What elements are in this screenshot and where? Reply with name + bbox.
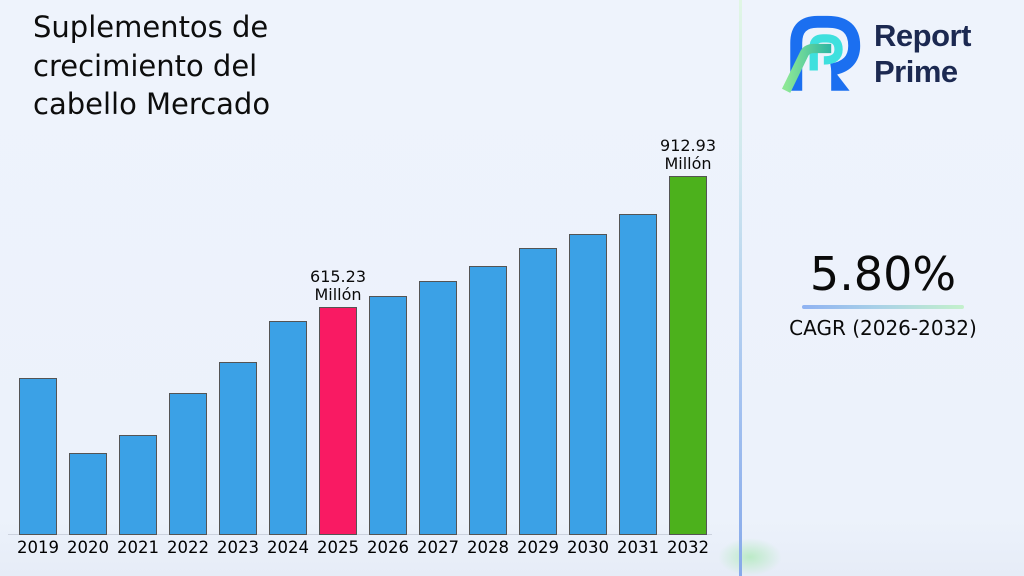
x-axis-labels: 2019 2020 2021 2022 2023 2024 2025 2026 2027 2028… [0, 538, 713, 557]
x-axis-label-2029: 2029 [517, 538, 559, 557]
x-axis-label-2019: 2019 [17, 538, 59, 557]
bar-cell-2021 [113, 435, 163, 535]
bar-2031 [619, 214, 657, 535]
cagr-value: 5.80% [809, 247, 957, 301]
bar-2021 [119, 435, 157, 535]
logo-text: Report Prime [874, 18, 971, 91]
x-axis-label-2020: 2020 [67, 538, 109, 557]
report-prime-logo-icon [776, 8, 868, 100]
bar-cell-2020 [63, 453, 113, 535]
cagr-underline-decoration [802, 305, 964, 310]
bar-chart: 615.23 Millón 912.93 Millón [13, 135, 716, 535]
bar-cell-2025: 615.23 Millón [310, 266, 366, 535]
bar-cell-2019 [13, 378, 63, 535]
x-axis-label-2028: 2028 [467, 538, 509, 557]
page-title: Suplementos de crecimiento del cabello M… [33, 10, 271, 122]
logo-text-line1: Report [874, 17, 971, 53]
x-axis-label-2022: 2022 [167, 538, 209, 557]
bar-2022 [169, 393, 207, 535]
bar-cell-2028 [463, 266, 513, 535]
bar-value-label-2032: 912.93 Millón [660, 135, 716, 173]
x-axis-baseline [8, 534, 712, 535]
bar-cell-2027 [413, 281, 463, 535]
x-axis-label-2023: 2023 [217, 538, 259, 557]
bar-cell-2023 [213, 362, 263, 535]
x-axis-label-2021: 2021 [117, 538, 159, 557]
bar-2027 [419, 281, 457, 535]
bar-2020 [69, 453, 107, 535]
cagr-panel: 5.80% CAGR (2026-2032) [742, 247, 1024, 341]
bar-cell-2026 [363, 296, 413, 535]
bar-cell-2032: 912.93 Millón [660, 135, 716, 535]
bar-cell-2030 [563, 234, 613, 535]
bar-2029 [519, 248, 557, 535]
x-axis-label-2031: 2031 [617, 538, 659, 557]
chart-pane: Suplementos de crecimiento del cabello M… [0, 10, 782, 576]
bar-2030 [569, 234, 607, 535]
bar-value-label-2025: 615.23 Millón [310, 266, 366, 304]
info-pane: Report Prime 5.80% CAGR (2026-2032) [742, 0, 1024, 576]
x-axis-label-2026: 2026 [367, 538, 409, 557]
x-axis-label-2030: 2030 [567, 538, 609, 557]
brand-logo: Report Prime [776, 8, 971, 100]
x-axis-label-2032: 2032 [667, 538, 709, 557]
bar-2024 [269, 321, 307, 535]
bar-2023 [219, 362, 257, 535]
bar-cell-2022 [163, 393, 213, 535]
bar-cell-2024 [263, 321, 313, 535]
cagr-label: CAGR (2026-2032) [789, 316, 977, 341]
bar-2019 [19, 378, 57, 535]
x-axis-label-2025: 2025 [317, 538, 359, 557]
bar-2028 [469, 266, 507, 535]
vertical-divider [739, 0, 742, 576]
bar-cell-2029 [513, 248, 563, 535]
x-axis-label-2027: 2027 [417, 538, 459, 557]
bar-cell-2031 [613, 214, 663, 535]
bar-2032 [669, 176, 707, 535]
logo-text-line2: Prime [874, 54, 958, 89]
x-axis-label-2024: 2024 [267, 538, 309, 557]
bar-2025 [319, 307, 357, 535]
bar-2026 [369, 296, 407, 535]
